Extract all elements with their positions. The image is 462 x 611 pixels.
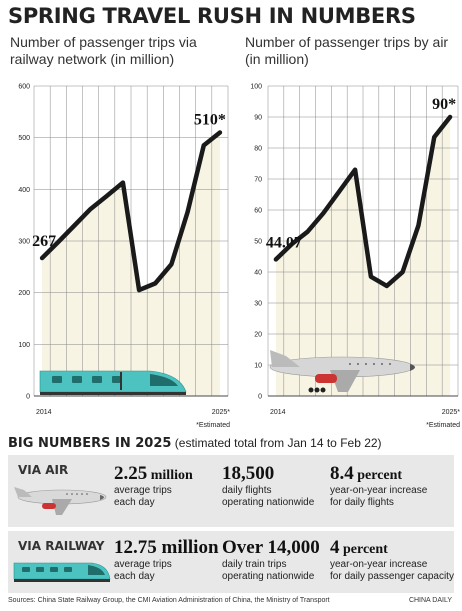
rail-y-tick-label: 200 bbox=[18, 290, 30, 297]
rail-chart-title: Number of passenger trips via railway ne… bbox=[10, 34, 197, 67]
air-y-tick-label: 10 bbox=[254, 363, 262, 370]
air-y-tick-label: 40 bbox=[254, 270, 262, 277]
rail-y-tick-label: 600 bbox=[18, 84, 30, 91]
rail-last-value-label: 510* bbox=[194, 112, 226, 129]
air-series-line bbox=[273, 114, 453, 289]
chart-train-icon bbox=[39, 370, 187, 395]
air-y-tick-label: 20 bbox=[254, 332, 262, 339]
page-title: SPRING TRAVEL RUSH IN NUMBERS bbox=[8, 4, 416, 28]
air-y-tick-label: 80 bbox=[254, 146, 262, 153]
air-last-value-label: 90* bbox=[432, 96, 456, 113]
rail-y-tick-label: 300 bbox=[18, 239, 30, 246]
rail-first-value-label: 267 bbox=[32, 233, 56, 250]
air-panel: VIA AIR 2.25 million average trips each d… bbox=[8, 455, 454, 527]
airplane-icon bbox=[14, 487, 107, 515]
chart-airplane-icon bbox=[269, 350, 415, 393]
air-stat-1: 2.25 million average trips each day bbox=[114, 463, 193, 508]
air-y-tick-label: 90 bbox=[254, 115, 262, 122]
rail-y-tick-label: 100 bbox=[18, 342, 30, 349]
air-y-tick-label: 60 bbox=[254, 208, 262, 215]
air-x-end-label: 2025* bbox=[442, 409, 461, 416]
train-icon bbox=[13, 562, 111, 582]
air-stat-3: 8.4 percent year-on-year increase for dai… bbox=[330, 463, 428, 508]
rail-series-line bbox=[39, 130, 223, 293]
rail-stat-2: Over 14,000 daily train trips operating n… bbox=[222, 537, 320, 582]
rail-x-start-label: 2014 bbox=[36, 409, 52, 416]
air-first-value-label: 44.07 bbox=[266, 234, 302, 251]
brand-text: CHINA DAILY bbox=[408, 597, 452, 604]
air-chart-title: Number of passenger trips by air (in mil… bbox=[245, 34, 449, 67]
rail-x-end-label: 2025* bbox=[212, 409, 231, 416]
rail-y-tick-label: 500 bbox=[18, 135, 30, 142]
air-y-tick-label: 100 bbox=[250, 84, 262, 91]
rail-footnote: *Estimated bbox=[196, 422, 230, 429]
rail-y-tick-label: 400 bbox=[18, 187, 30, 194]
rail-label: VIA RAILWAY bbox=[18, 539, 105, 553]
air-y-tick-label: 0 bbox=[258, 394, 262, 401]
air-y-tick-label: 30 bbox=[254, 301, 262, 308]
sources-text: Sources: China State Railway Group, the … bbox=[8, 597, 330, 604]
air-x-start-label: 2014 bbox=[270, 409, 286, 416]
rail-panel: VIA RAILWAY 12.75 million average trips e… bbox=[8, 531, 454, 593]
air-label: VIA AIR bbox=[18, 463, 69, 477]
big-numbers-heading: BIG NUMBERS IN 2025 (estimated total fro… bbox=[8, 436, 382, 451]
air-y-tick-label: 50 bbox=[254, 239, 262, 246]
rail-stat-1: 12.75 million average trips each day bbox=[114, 537, 219, 582]
air-y-tick-label: 70 bbox=[254, 177, 262, 184]
rail-stat-3: 4 percent year-on-year increase for daily… bbox=[330, 537, 454, 582]
air-footnote: *Estimated bbox=[426, 422, 460, 429]
rail-y-tick-label: 0 bbox=[26, 394, 30, 401]
air-stat-2: 18,500 daily flights operating nationwide bbox=[222, 463, 315, 508]
